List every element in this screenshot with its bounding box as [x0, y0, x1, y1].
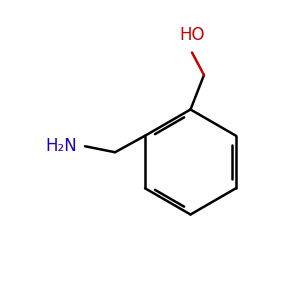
Text: HO: HO	[179, 26, 205, 44]
Text: H₂N: H₂N	[46, 137, 77, 155]
